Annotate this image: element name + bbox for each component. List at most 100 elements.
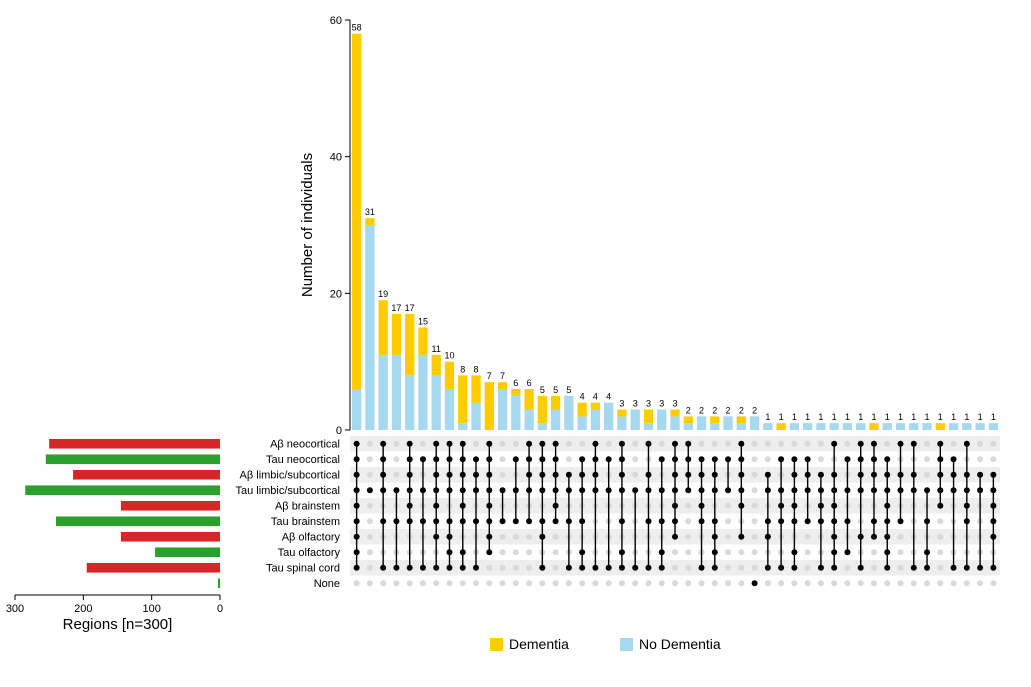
y-tick: 60 (330, 15, 342, 27)
bar-dementia (684, 416, 693, 423)
bar-value-label: 2 (712, 405, 717, 415)
bar-dementia (498, 382, 507, 389)
matrix-dot-off (844, 565, 850, 571)
bar-value-label: 4 (606, 392, 611, 402)
bar-value-label: 5 (540, 385, 545, 395)
bar-value-label: 1 (938, 412, 943, 422)
bar-no-dementia (962, 423, 971, 430)
bar-value-label: 11 (432, 344, 441, 354)
bar-dementia (379, 300, 388, 355)
bar-no-dementia (405, 375, 414, 430)
matrix-dot-off (752, 534, 758, 540)
matrix-dot-off (579, 580, 585, 586)
bar-no-dementia (617, 416, 626, 430)
matrix-dot-off (911, 580, 917, 586)
matrix-dot-off (752, 456, 758, 462)
bar-no-dementia (644, 423, 653, 430)
matrix-dot-off (500, 456, 506, 462)
bar-no-dementia (922, 423, 931, 430)
bar-value-label: 7 (487, 371, 492, 381)
matrix-dot-off (420, 441, 426, 447)
bar-no-dementia (949, 423, 958, 430)
bar-no-dementia (883, 423, 892, 430)
bar-value-label: 1 (818, 412, 823, 422)
matrix-dot-off (791, 441, 797, 447)
matrix-dot-off (937, 549, 943, 555)
bar-no-dementia (418, 355, 427, 430)
bar-dementia (352, 34, 361, 389)
matrix-dot-off (871, 565, 877, 571)
bar-value-label: 1 (792, 412, 797, 422)
matrix-dot-off (433, 580, 439, 586)
matrix-dot-off (619, 580, 625, 586)
bar-no-dementia (458, 423, 467, 430)
matrix-dot-off (500, 472, 506, 478)
matrix-dot-off (553, 534, 559, 540)
bar-no-dementia (896, 423, 905, 430)
bar-value-label: 8 (460, 364, 465, 374)
bar-no-dementia (352, 389, 361, 430)
matrix-dot-off (937, 534, 943, 540)
bar-value-label: 17 (391, 303, 401, 313)
set-size-tick: 0 (217, 603, 223, 615)
bar-no-dementia (564, 396, 573, 430)
matrix-dot-off (725, 580, 731, 586)
matrix-dot-on (367, 487, 373, 493)
bar-dementia (617, 410, 626, 417)
matrix-dot-off (500, 580, 506, 586)
matrix-dot-off (765, 441, 771, 447)
matrix-dot-off (380, 580, 386, 586)
matrix-dot-off (752, 503, 758, 509)
set-row-label: Aβ olfactory (282, 531, 341, 543)
bar-value-label: 2 (752, 405, 757, 415)
set-row-label: Tau brainstem (271, 516, 340, 528)
matrix-dot-on (752, 580, 758, 586)
bar-no-dementia (763, 423, 772, 430)
matrix-dot-off (752, 549, 758, 555)
matrix-dot-off (500, 549, 506, 555)
bar-no-dementia (498, 389, 507, 430)
matrix-dot-off (924, 441, 930, 447)
bar-value-label: 1 (779, 412, 784, 422)
matrix-dot-off (500, 441, 506, 447)
set-size-bar (46, 454, 220, 464)
matrix-dot-off (367, 518, 373, 524)
bar-value-label: 3 (646, 399, 651, 409)
matrix-dot-off (990, 441, 996, 447)
matrix-dot-off (858, 580, 864, 586)
matrix-dot-off (937, 580, 943, 586)
matrix-dot-off (632, 472, 638, 478)
bar-dementia (644, 410, 653, 424)
bar-value-label: 1 (871, 412, 876, 422)
matrix-dot-off (632, 441, 638, 447)
bar-dementia (776, 423, 785, 430)
bar-value-label: 3 (672, 399, 677, 409)
bar-no-dementia (471, 403, 480, 430)
bar-value-label: 1 (765, 412, 770, 422)
bar-value-label: 5 (566, 385, 571, 395)
bar-dementia (710, 416, 719, 423)
bar-value-label: 1 (858, 412, 863, 422)
bar-no-dementia (909, 423, 918, 430)
set-row-label: Tau limbic/subcortical (235, 485, 340, 497)
matrix-dot-off (924, 456, 930, 462)
bar-no-dementia (856, 423, 865, 430)
matrix-dot-off (805, 565, 811, 571)
y-tick: 20 (330, 288, 342, 300)
bar-value-label: 1 (805, 412, 810, 422)
matrix-dot-off (990, 456, 996, 462)
set-size-tick: 200 (74, 603, 92, 615)
matrix-dot-off (712, 580, 718, 586)
matrix-dot-off (977, 441, 983, 447)
set-row-label: Aβ brainstem (275, 500, 340, 512)
upset-plot-root: 0204060Number of individuals583119171715… (0, 0, 1031, 687)
matrix-dot-off (844, 580, 850, 586)
matrix-dot-off (791, 580, 797, 586)
bar-dementia (458, 375, 467, 423)
bar-no-dementia (432, 375, 441, 430)
bar-dementia (551, 396, 560, 410)
bar-value-label: 5 (553, 385, 558, 395)
bar-value-label: 8 (474, 364, 479, 374)
matrix-dot-off (778, 580, 784, 586)
bar-dementia (670, 410, 679, 417)
